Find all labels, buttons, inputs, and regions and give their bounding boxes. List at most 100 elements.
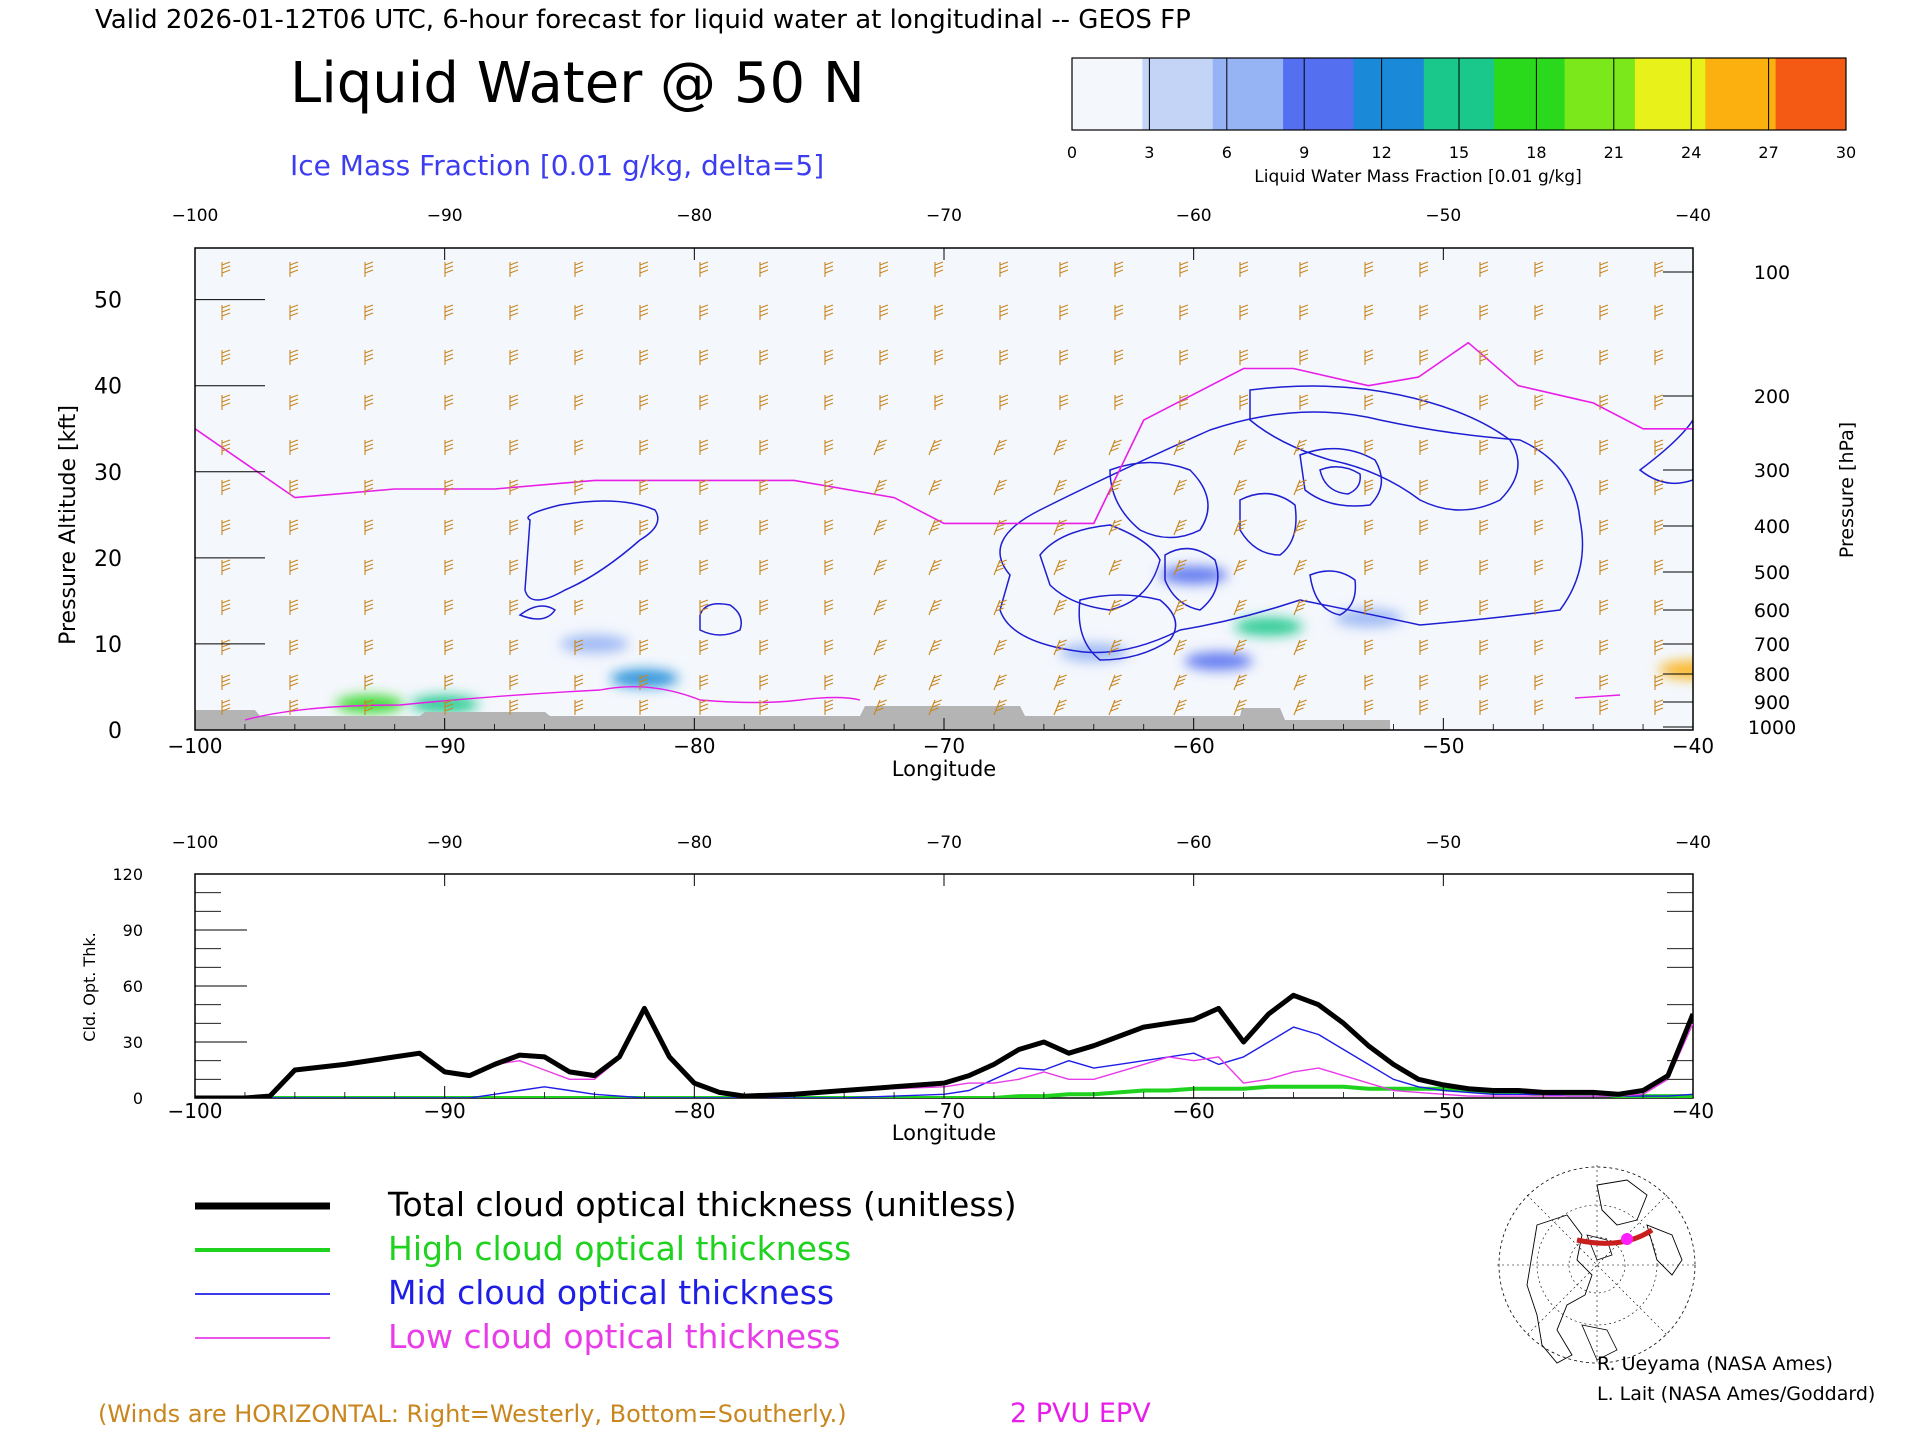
liquid-water-blob-8 — [1334, 609, 1403, 628]
wind-barb-44 — [444, 599, 454, 615]
wind-barb-124 — [873, 439, 887, 456]
wind-barb-278 — [1654, 349, 1664, 365]
wind-barb-285 — [1654, 639, 1664, 655]
wind-barb-133 — [934, 304, 944, 320]
wind-barb-64 — [574, 439, 584, 455]
wind-barb-80 — [639, 599, 649, 615]
wind-barb-183 — [1179, 394, 1189, 410]
ice-contour-6 — [1239, 492, 1297, 556]
top-right-tick-label-6: 700 — [1754, 634, 1790, 656]
wind-barb-69 — [574, 639, 584, 655]
wind-barb-275 — [1599, 699, 1609, 715]
liquid-water-blob-2 — [610, 669, 679, 688]
wind-barb-259 — [1534, 559, 1544, 575]
wind-barb-18 — [289, 519, 299, 535]
wind-barb-68 — [574, 599, 584, 615]
wind-barb-155 — [993, 699, 1007, 716]
wind-barb-1 — [221, 304, 231, 320]
bottom-panel: −100 −100 −90 −90 −80 −80 −70 −70 −60 −60 −50 −50 −4… — [80, 833, 1714, 1145]
bot-x-tick-label-upper-2: −80 — [676, 833, 712, 853]
wind-barb-12 — [289, 261, 299, 277]
wind-barb-192 — [1239, 261, 1249, 277]
wind-barb-151 — [993, 559, 1007, 576]
wind-barb-201 — [1233, 639, 1247, 656]
liquid-water-blob-3 — [560, 634, 629, 653]
top-right-axis-title: Pressure [hPa] — [1836, 422, 1858, 558]
wind-barb-2 — [221, 349, 231, 365]
wind-barb-71 — [574, 699, 584, 715]
wind-barb-45 — [444, 639, 454, 655]
wind-barb-237 — [1419, 639, 1429, 655]
wind-barb-200 — [1233, 599, 1247, 616]
wind-barb-266 — [1599, 349, 1609, 365]
wind-barb-164 — [1053, 599, 1067, 616]
liquid-water-blob-5 — [1234, 617, 1303, 636]
wind-barb-65 — [574, 479, 584, 495]
wind-barb-23 — [289, 699, 299, 715]
wind-barb-16 — [289, 439, 299, 455]
top-right-tick-label-0: 100 — [1754, 262, 1790, 284]
wind-barb-206 — [1299, 349, 1309, 365]
wind-barb-198 — [1233, 519, 1247, 536]
wind-barb-174 — [1108, 519, 1122, 536]
wind-barb-277 — [1654, 304, 1664, 320]
liquid-water-blob-6 — [1184, 652, 1253, 671]
wind-barb-274 — [1599, 674, 1609, 690]
wind-barb-212 — [1293, 599, 1307, 616]
wind-barb-236 — [1419, 599, 1429, 615]
wind-barb-39 — [444, 394, 454, 410]
ice-contour-12 — [518, 605, 557, 620]
wind-barb-199 — [1233, 559, 1247, 576]
wind-barb-255 — [1534, 394, 1544, 410]
wind-barb-129 — [873, 639, 887, 656]
wind-barb-161 — [1053, 479, 1067, 496]
wind-barb-148 — [993, 439, 1007, 456]
wind-barb-95 — [699, 699, 709, 715]
wind-barb-141 — [928, 639, 942, 656]
wind-barb-180 — [1179, 261, 1189, 277]
wind-barb-94 — [699, 674, 709, 690]
wind-barb-204 — [1299, 261, 1309, 277]
wind-barb-168 — [1114, 261, 1124, 277]
wind-barb-118 — [824, 674, 834, 690]
wind-barb-57 — [509, 639, 519, 655]
top-right-tick-label-8: 900 — [1754, 692, 1790, 714]
wind-barb-49 — [509, 304, 519, 320]
wind-barb-209 — [1293, 479, 1307, 496]
wind-barb-41 — [444, 479, 454, 495]
wind-barb-26 — [364, 349, 374, 365]
wind-barb-31 — [364, 559, 374, 575]
wind-barb-244 — [1479, 439, 1489, 455]
wind-barb-19 — [289, 559, 299, 575]
wind-barb-132 — [934, 261, 944, 277]
bottom-plot-content — [195, 992, 1693, 1098]
wind-barb-229 — [1419, 304, 1429, 320]
top-x-tick-label-4: −60 — [1173, 734, 1215, 758]
wind-barb-249 — [1479, 639, 1489, 655]
credit-1: R. Ueyama (NASA Ames) — [1597, 1353, 1833, 1375]
top-x-axis-title: Longitude — [892, 757, 996, 781]
wind-barb-42 — [444, 519, 454, 535]
wind-barb-87 — [699, 394, 709, 410]
wind-barb-235 — [1419, 559, 1429, 575]
wind-barb-54 — [509, 519, 519, 535]
legend-label-1: High cloud optical thickness — [388, 1229, 851, 1268]
bot-y-tick-label-1: 30 — [123, 1033, 143, 1052]
wind-barb-30 — [364, 519, 374, 535]
wind-barb-62 — [574, 349, 584, 365]
wind-barb-171 — [1114, 394, 1124, 410]
ice-contour-5 — [1164, 547, 1219, 611]
top-x-tick-label-0: −100 — [168, 734, 223, 758]
colorbar-tick-10: 30 — [1836, 143, 1856, 162]
wind-barb-282 — [1654, 519, 1664, 535]
wind-barb-210 — [1293, 519, 1307, 536]
wind-barb-24 — [364, 261, 374, 277]
wind-barb-47 — [444, 699, 454, 715]
colorbar-tick-5: 15 — [1449, 143, 1469, 162]
colorbar-segment-2 — [1212, 58, 1284, 130]
wind-barb-153 — [993, 639, 1007, 656]
wind-barb-270 — [1599, 519, 1609, 535]
wind-barb-146 — [999, 349, 1009, 365]
bot-x-tick-label-5: −50 — [1422, 1099, 1464, 1123]
wind-barb-120 — [879, 261, 889, 277]
